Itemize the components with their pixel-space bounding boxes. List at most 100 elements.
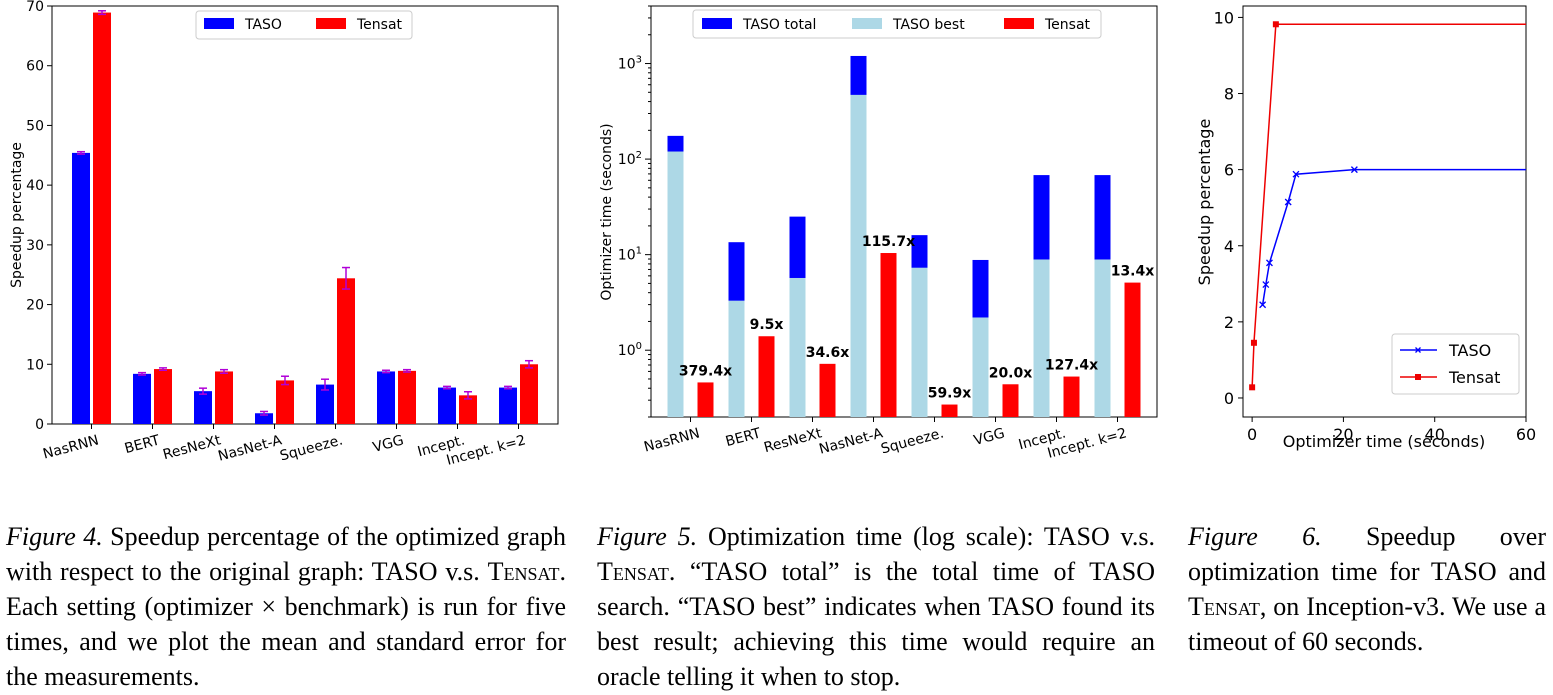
legend: TASO Tensat xyxy=(195,10,413,40)
y-tick-label: 6 xyxy=(1224,161,1234,180)
x-axis-label: Optimizer time (seconds) xyxy=(1283,432,1486,451)
speedup-annotation-bert: 9.5x xyxy=(750,317,784,333)
figure-6-caption: Figure 6. Speedup over optimization time… xyxy=(1188,519,1546,659)
optimizer-time-log-chart: 100 101 102 103 379.4x 9.5x 34.6x 115.7x 59.9x 2… xyxy=(599,5,1158,462)
error-bar-taso-nasrnn xyxy=(77,150,85,155)
error-bar-tensat-resnext xyxy=(220,368,228,374)
bar-tensat-nasrnn xyxy=(93,12,111,424)
y-tick-label: 101 xyxy=(618,246,642,264)
legend-marker-tensat xyxy=(1415,374,1421,380)
marker-taso xyxy=(1350,166,1358,174)
bar-taso-nasnet-a xyxy=(255,413,273,424)
legend-marker-taso xyxy=(1415,347,1421,353)
bar-taso-best-nasrnn xyxy=(667,151,684,417)
bar-taso-vgg xyxy=(377,371,395,424)
marker-taso xyxy=(1284,198,1292,206)
y-tick-label: 2 xyxy=(1224,313,1234,332)
figure-5-text-a: Optimization time (log scale): TASO v.s. xyxy=(707,522,1155,551)
plot-frame xyxy=(650,5,1158,418)
line-tensat xyxy=(1251,23,1526,388)
bar-tensat-squeeze xyxy=(941,404,958,417)
y-tick-label: 40 xyxy=(26,178,44,194)
x-tick-label: 40 xyxy=(1425,425,1445,444)
bar-taso-best-bert xyxy=(728,300,745,417)
legend-label-taso: TASO xyxy=(1448,341,1491,360)
bar-tensat-nasnet-a xyxy=(880,253,897,417)
bar-tensat-resnext xyxy=(819,363,836,417)
y-tick-label: 10 xyxy=(26,357,44,373)
bar-tensat-incept xyxy=(459,395,477,424)
x-tick-label: VGG xyxy=(371,432,405,456)
y-tick-label: 20 xyxy=(26,298,44,314)
y-tick-label: 30 xyxy=(26,238,44,254)
figure-4-text-b: . Each setting (optimizer × benchmark) i… xyxy=(6,557,566,691)
bar-taso-best-resnext xyxy=(789,277,806,417)
y-axis-label-visible: Optimizer time (seconds) xyxy=(599,123,615,300)
error-bar-tensat-bert xyxy=(159,367,167,372)
x-tick-label: NasRNN xyxy=(642,425,701,455)
y-tick-label: 8 xyxy=(1224,85,1234,104)
figure-5-tensat: Tensat xyxy=(597,557,669,586)
x-tick-label: VGG xyxy=(972,425,1006,449)
y-tick-label: 103 xyxy=(618,55,642,73)
bar-tensat-nasrnn xyxy=(697,382,714,417)
figure-5-text-b: . “TASO total” is the total time of TASO… xyxy=(597,557,1155,691)
figure-6-tensat: Tensat xyxy=(1188,592,1260,621)
x-tick-label: NasRNN xyxy=(41,432,100,462)
error-bar-taso-incept-k-2 xyxy=(504,385,512,390)
bar-taso-best-vgg xyxy=(972,317,989,417)
speedup-annotation-nasnet-a: 115.7x xyxy=(862,234,915,250)
bar-tensat-incept-k-2 xyxy=(520,364,538,424)
y-tick-label: 0 xyxy=(1224,389,1234,408)
legend-swatch-tensat xyxy=(316,18,346,29)
x-tick-label: ResNeXt xyxy=(762,425,824,456)
y-tick-label: 100 xyxy=(618,341,642,359)
bar-taso-best-incept-k-2 xyxy=(1094,259,1111,417)
marker-taso xyxy=(1262,281,1270,289)
figure-6-text-a: Speedup over optimization time for TASO … xyxy=(1188,522,1546,586)
error-bar-tensat-squeeze xyxy=(342,266,350,290)
error-bar-tensat-vgg xyxy=(403,368,411,373)
error-bar-taso-nasnet-a xyxy=(260,410,268,416)
figure-4-label: Figure 4. xyxy=(6,522,103,551)
error-bar-tensat-nasrnn xyxy=(98,10,106,16)
x-tick-label: NasNet-A xyxy=(216,432,284,464)
bar-tensat-vgg xyxy=(398,370,416,424)
bar-taso-best-incept xyxy=(1033,259,1050,417)
bar-tensat-vgg xyxy=(1002,384,1019,417)
bar-taso-incept-k-2 xyxy=(499,387,517,424)
y-tick-label: 50 xyxy=(26,118,44,134)
error-bar-taso-vgg xyxy=(382,369,390,374)
x-tick-label: NasNet-A xyxy=(817,425,885,457)
error-bar-tensat-nasnet-a xyxy=(281,375,289,386)
error-bar-taso-bert xyxy=(138,371,146,376)
figure-4-text-a: Speedup percentage of the optimized grap… xyxy=(6,522,567,586)
x-tick-label: Squeeze. xyxy=(278,432,344,464)
y-tick-label: 4 xyxy=(1224,237,1234,256)
bar-taso-incept xyxy=(438,387,456,424)
bar-tensat-bert xyxy=(154,369,172,424)
legend-label-taso-total: TASO total xyxy=(742,17,816,33)
y-tick-label: 102 xyxy=(618,150,642,168)
legend-label-tensat: Tensat xyxy=(1448,368,1500,387)
x-tick-label: BERT xyxy=(724,425,763,450)
error-bar-tensat-incept-k-2 xyxy=(525,359,533,369)
figure-6-text-b: , on Inception-v3. We use a timeout of 6… xyxy=(1188,592,1546,656)
legend-swatch-taso xyxy=(204,18,234,29)
figure-6-label: Figure 6. xyxy=(1188,522,1322,551)
marker-taso xyxy=(1266,259,1273,267)
x-tick-label: ResNeXt xyxy=(161,432,223,463)
y-tick-label: 70 xyxy=(26,0,44,15)
y-tick-label: 10 xyxy=(1214,8,1234,27)
speedup-annotation-nasrnn: 379.4x xyxy=(679,363,732,379)
speedup-annotation-vgg: 20.0x xyxy=(989,365,1033,381)
legend-label-tensat: Tensat xyxy=(1044,17,1091,33)
x-tick-label: 60 xyxy=(1516,425,1536,444)
speedup-annotation-incept-k-2: 13.4x xyxy=(1111,264,1155,280)
bar-taso-best-squeeze xyxy=(911,267,928,417)
marker-tensat xyxy=(1250,339,1257,346)
y-tick-label: 0 xyxy=(35,417,44,433)
legend-label-taso-best: TASO best xyxy=(892,17,965,33)
x-tick-label: Squeeze. xyxy=(879,425,945,457)
